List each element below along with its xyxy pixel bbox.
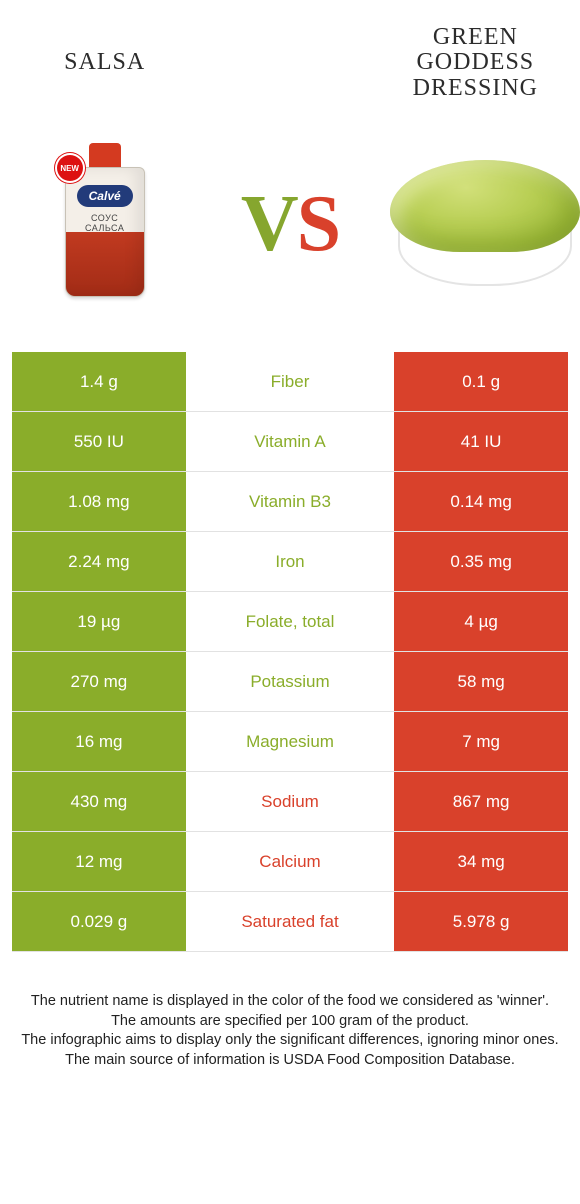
right-value: 0.14 mg	[394, 472, 568, 531]
brand-logo: Calvé	[77, 185, 133, 207]
footnote-4: The main source of information is USDA F…	[20, 1051, 560, 1071]
nutrient-name: Iron	[186, 532, 395, 591]
right-value: 867 mg	[394, 772, 568, 831]
right-food-image	[390, 129, 560, 319]
footnote-3: The infographic aims to display only the…	[20, 1031, 560, 1051]
left-food-title: SALSA	[12, 50, 197, 75]
left-value: 550 IU	[12, 412, 186, 471]
nutrient-name: Magnesium	[186, 712, 395, 771]
right-value: 7 mg	[394, 712, 568, 771]
right-value: 0.1 g	[394, 352, 568, 411]
left-value: 19 µg	[12, 592, 186, 651]
footnote-1: The nutrient name is displayed in the co…	[20, 992, 560, 1012]
table-row: 430 mgSodium867 mg	[12, 772, 568, 832]
nutrient-name: Sodium	[186, 772, 395, 831]
footnote-2: The amounts are specified per 100 gram o…	[20, 1012, 560, 1032]
footer-notes: The nutrient name is displayed in the co…	[12, 992, 568, 1070]
left-value: 0.029 g	[12, 892, 186, 951]
nutrient-name: Fiber	[186, 352, 395, 411]
salsa-package-illustration: NEW Calvé СОУССАЛЬСА	[55, 139, 155, 309]
table-row: 2.24 mgIron0.35 mg	[12, 532, 568, 592]
table-row: 270 mgPotassium58 mg	[12, 652, 568, 712]
nutrient-name: Vitamin A	[186, 412, 395, 471]
table-row: 16 mgMagnesium7 mg	[12, 712, 568, 772]
images-row: NEW Calvé СОУССАЛЬСА VS	[12, 114, 568, 334]
right-value: 34 mg	[394, 832, 568, 891]
new-badge: NEW	[57, 155, 83, 181]
header: SALSA GREENGODDESSDRESSING	[12, 18, 568, 108]
nutrition-comparison-infographic: SALSA GREENGODDESSDRESSING NEW Calvé СОУ…	[0, 0, 580, 1070]
right-food-title: GREENGODDESSDRESSING	[383, 25, 568, 101]
left-value: 2.24 mg	[12, 532, 186, 591]
right-value: 4 µg	[394, 592, 568, 651]
vs-s: S	[297, 180, 340, 268]
right-value: 0.35 mg	[394, 532, 568, 591]
table-row: 19 µgFolate, total4 µg	[12, 592, 568, 652]
green-dressing-illustration	[390, 154, 560, 294]
table-row: 12 mgCalcium34 mg	[12, 832, 568, 892]
table-row: 1.08 mgVitamin B30.14 mg	[12, 472, 568, 532]
left-value: 1.08 mg	[12, 472, 186, 531]
vs-v: V	[241, 180, 297, 268]
right-value: 41 IU	[394, 412, 568, 471]
table-row: 0.029 gSaturated fat5.978 g	[12, 892, 568, 952]
nutrient-name: Saturated fat	[186, 892, 395, 951]
right-value: 58 mg	[394, 652, 568, 711]
vs-label: VS	[241, 179, 339, 270]
nutrient-name: Calcium	[186, 832, 395, 891]
nutrition-table: 1.4 gFiber0.1 g550 IUVitamin A41 IU1.08 …	[12, 352, 568, 952]
package-subtext: СОУССАЛЬСА	[69, 213, 141, 233]
left-value: 270 mg	[12, 652, 186, 711]
nutrient-name: Potassium	[186, 652, 395, 711]
left-value: 16 mg	[12, 712, 186, 771]
table-row: 1.4 gFiber0.1 g	[12, 352, 568, 412]
left-value: 430 mg	[12, 772, 186, 831]
left-value: 1.4 g	[12, 352, 186, 411]
nutrient-name: Folate, total	[186, 592, 395, 651]
right-value: 5.978 g	[394, 892, 568, 951]
nutrient-name: Vitamin B3	[186, 472, 395, 531]
left-value: 12 mg	[12, 832, 186, 891]
left-food-image: NEW Calvé СОУССАЛЬСА	[20, 129, 190, 319]
table-row: 550 IUVitamin A41 IU	[12, 412, 568, 472]
